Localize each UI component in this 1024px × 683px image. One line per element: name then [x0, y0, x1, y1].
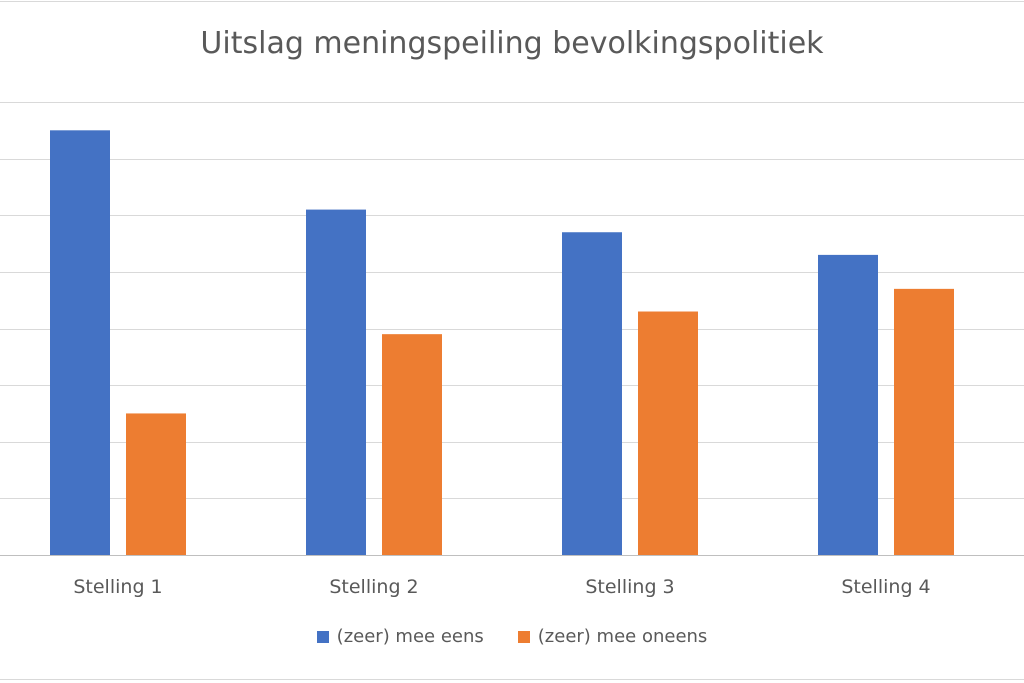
legend-item-mee-eens: (zeer) mee eens: [316, 626, 484, 647]
bar: [638, 311, 698, 555]
legend: (zeer) mee eens (zeer) mee oneens: [0, 626, 1024, 647]
chart-title: Uitslag meningspeiling bevolkingspolitie…: [200, 26, 824, 61]
legend-swatch-mee-eens: [316, 630, 329, 643]
bar: [818, 254, 878, 555]
legend-label-mee-eens: (zeer) mee eens: [336, 626, 484, 647]
bar: [126, 413, 186, 555]
legend-swatch-mee-oneens: [517, 630, 530, 643]
bar: [894, 288, 954, 555]
legend-label-mee-oneens: (zeer) mee oneens: [537, 626, 708, 647]
bar: [50, 130, 110, 555]
x-tick-label: Stelling 1: [73, 576, 162, 598]
legend-item-mee-oneens: (zeer) mee oneens: [517, 626, 708, 647]
bar: [306, 209, 366, 555]
x-tick-label: Stelling 2: [329, 576, 418, 598]
bar: [562, 232, 622, 556]
x-tick-label: Stelling 3: [585, 576, 674, 598]
bar: [382, 334, 442, 555]
x-tick-label: Stelling 4: [841, 576, 930, 598]
